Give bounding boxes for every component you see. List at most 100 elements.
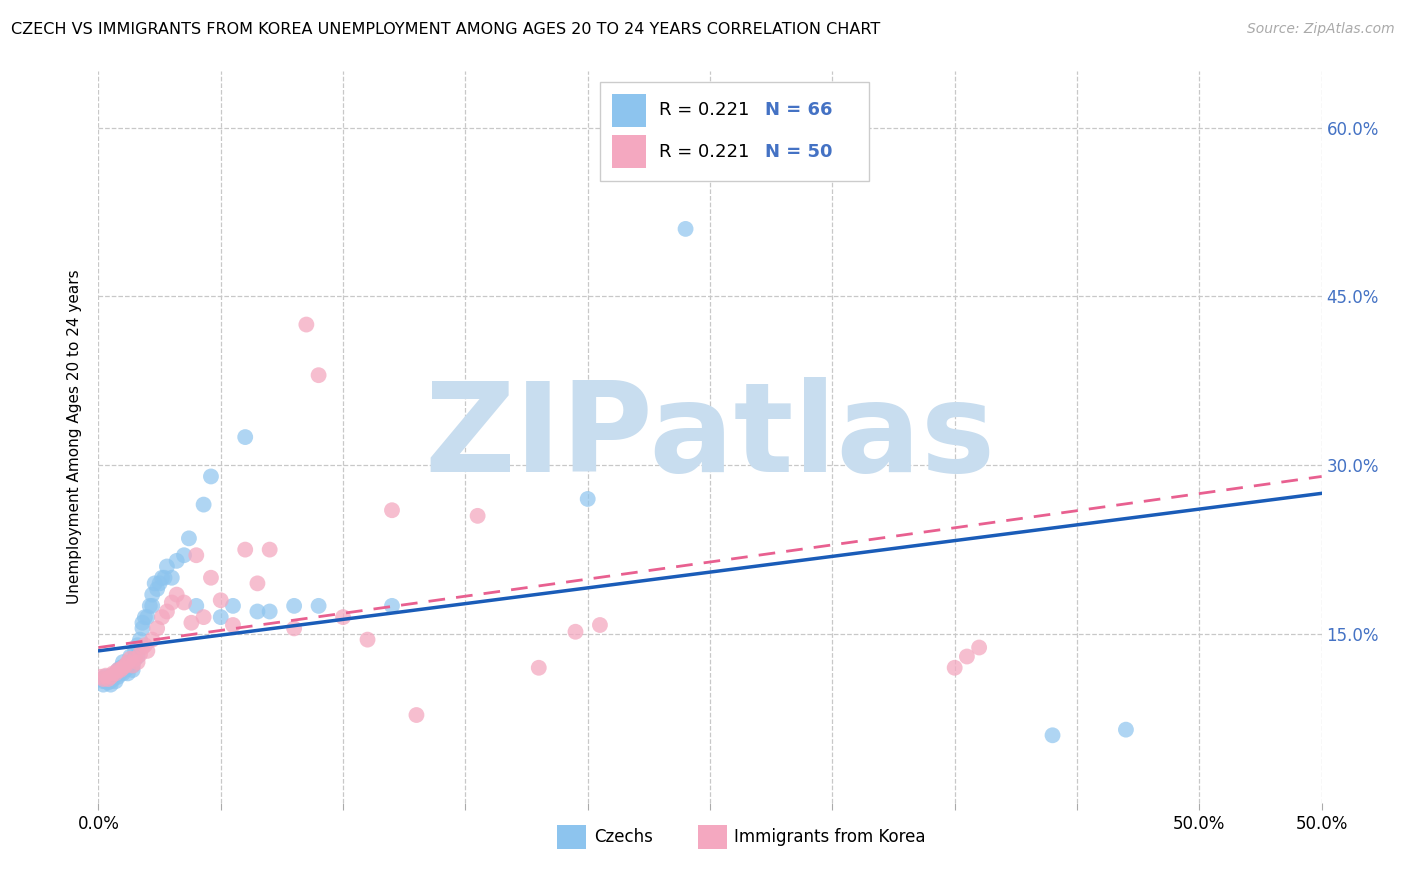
FancyBboxPatch shape	[612, 94, 647, 127]
Point	[100, 678, 122, 692]
Point	[259, 605, 281, 619]
Point	[283, 599, 305, 613]
Point	[136, 644, 159, 658]
Text: R = 0.221: R = 0.221	[658, 101, 749, 120]
Text: N = 66: N = 66	[765, 101, 832, 120]
Point	[101, 666, 124, 681]
Point	[160, 595, 183, 609]
Text: N = 50: N = 50	[765, 143, 832, 161]
Point	[94, 668, 117, 682]
Text: CZECH VS IMMIGRANTS FROM KOREA UNEMPLOYMENT AMONG AGES 20 TO 24 YEARS CORRELATIO: CZECH VS IMMIGRANTS FROM KOREA UNEMPLOYM…	[11, 22, 880, 37]
Point	[127, 655, 149, 669]
Point	[134, 638, 156, 652]
Point	[467, 508, 489, 523]
Point	[141, 588, 163, 602]
Point	[222, 618, 245, 632]
Point	[956, 649, 979, 664]
Text: Immigrants from Korea: Immigrants from Korea	[734, 828, 927, 847]
Y-axis label: Unemployment Among Ages 20 to 24 years: Unemployment Among Ages 20 to 24 years	[67, 269, 83, 605]
Point	[564, 624, 586, 639]
Text: Source: ZipAtlas.com: Source: ZipAtlas.com	[1247, 22, 1395, 37]
Point	[107, 663, 129, 677]
Point	[173, 595, 195, 609]
Point	[111, 661, 134, 675]
FancyBboxPatch shape	[612, 136, 647, 169]
Point	[110, 666, 132, 681]
Point	[233, 542, 256, 557]
FancyBboxPatch shape	[557, 825, 586, 849]
Point	[114, 658, 136, 673]
Point	[150, 571, 173, 585]
Point	[97, 672, 120, 686]
Point	[143, 576, 166, 591]
Point	[1115, 723, 1137, 737]
Point	[308, 368, 330, 383]
Point	[139, 599, 162, 613]
Point	[97, 672, 120, 686]
Point	[111, 661, 134, 675]
Point	[129, 647, 152, 661]
Point	[111, 666, 134, 681]
FancyBboxPatch shape	[600, 82, 869, 181]
Point	[104, 666, 127, 681]
Point	[527, 661, 550, 675]
Point	[166, 554, 188, 568]
Point	[121, 663, 143, 677]
Point	[149, 576, 172, 591]
Point	[405, 708, 427, 723]
Point	[120, 655, 142, 669]
Point	[295, 318, 318, 332]
Text: ZIPatlas: ZIPatlas	[425, 376, 995, 498]
Point	[100, 670, 122, 684]
Point	[91, 672, 114, 686]
Point	[193, 610, 215, 624]
Point	[107, 663, 129, 677]
FancyBboxPatch shape	[697, 825, 727, 849]
Point	[127, 649, 149, 664]
Point	[117, 655, 139, 669]
Point	[104, 674, 127, 689]
Point	[121, 658, 143, 673]
Point	[209, 593, 232, 607]
Point	[943, 661, 966, 675]
Point	[589, 618, 612, 632]
Point	[332, 610, 354, 624]
Point	[166, 588, 188, 602]
Point	[121, 658, 143, 673]
Text: Czechs: Czechs	[593, 828, 652, 847]
Point	[381, 599, 404, 613]
Point	[91, 678, 114, 692]
Point	[177, 532, 200, 546]
Text: R = 0.221: R = 0.221	[658, 143, 749, 161]
Point	[193, 498, 215, 512]
Point	[90, 670, 112, 684]
Point	[129, 632, 152, 647]
Point	[100, 670, 122, 684]
Point	[110, 663, 132, 677]
Point	[173, 548, 195, 562]
Point	[180, 615, 202, 630]
Point	[200, 469, 222, 483]
Point	[308, 599, 330, 613]
Point	[576, 491, 599, 506]
Point	[186, 599, 208, 613]
Point	[114, 658, 136, 673]
Point	[120, 652, 142, 666]
Point	[156, 605, 179, 619]
Point	[101, 672, 124, 686]
Point	[283, 621, 305, 635]
Point	[127, 638, 149, 652]
Point	[200, 571, 222, 585]
Point	[233, 430, 256, 444]
Point	[222, 599, 245, 613]
Point	[246, 576, 269, 591]
Point	[186, 548, 208, 562]
Point	[356, 632, 378, 647]
Point	[131, 621, 153, 635]
Point	[134, 610, 156, 624]
Point	[104, 666, 127, 681]
Point	[141, 599, 163, 613]
Point	[124, 652, 146, 666]
Point	[136, 610, 159, 624]
Point	[131, 640, 153, 655]
